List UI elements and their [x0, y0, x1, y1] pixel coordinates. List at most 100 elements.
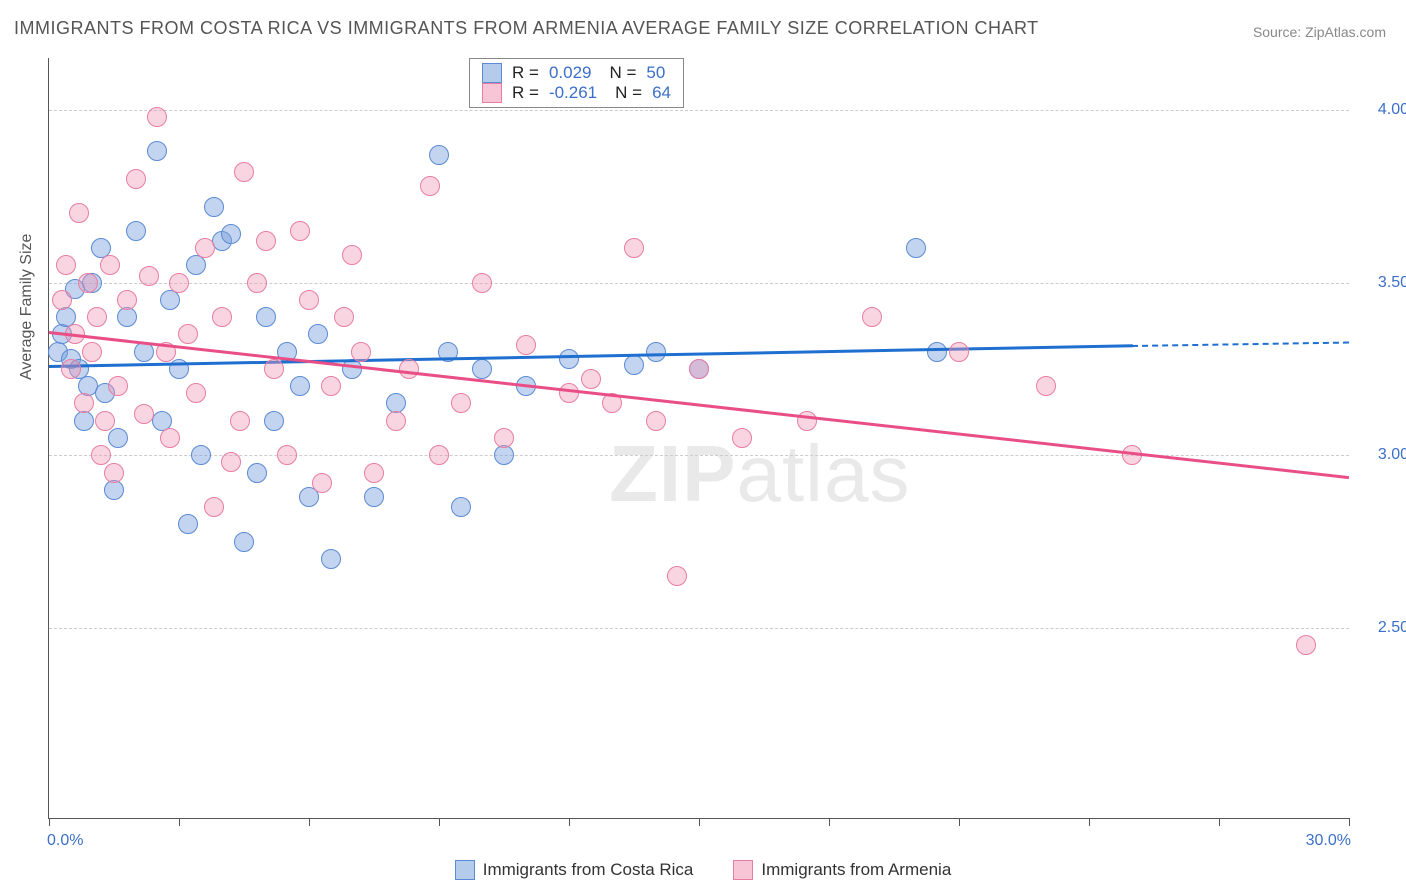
data-point [108, 428, 128, 448]
data-point [351, 342, 371, 362]
x-tick [569, 818, 570, 826]
data-point [104, 463, 124, 483]
stats-row-costa-rica: R = 0.029 N = 50 [482, 63, 671, 83]
data-point [256, 231, 276, 251]
data-point [472, 359, 492, 379]
data-point [906, 238, 926, 258]
bottom-legend: Immigrants from Costa Rica Immigrants fr… [0, 860, 1406, 880]
legend-item-costa-rica: Immigrants from Costa Rica [455, 860, 694, 880]
data-point [559, 349, 579, 369]
square-icon [733, 860, 753, 880]
data-point [472, 273, 492, 293]
data-point [264, 411, 284, 431]
square-icon [455, 860, 475, 880]
data-point [342, 245, 362, 265]
data-point [420, 176, 440, 196]
y-tick-label: 3.00 [1378, 446, 1406, 464]
data-point [299, 290, 319, 310]
y-tick-label: 3.50 [1378, 274, 1406, 292]
data-point [82, 342, 102, 362]
y-tick-label: 4.00 [1378, 101, 1406, 119]
data-point [429, 445, 449, 465]
data-point [256, 307, 276, 327]
trend-line-extrapolated [1132, 341, 1349, 346]
data-point [312, 473, 332, 493]
data-point [862, 307, 882, 327]
legend-label: Immigrants from Armenia [761, 860, 951, 880]
data-point [74, 411, 94, 431]
data-point [117, 290, 137, 310]
data-point [264, 359, 284, 379]
data-point [212, 307, 232, 327]
x-tick [179, 818, 180, 826]
data-point [429, 145, 449, 165]
legend-label: Immigrants from Costa Rica [483, 860, 694, 880]
data-point [87, 307, 107, 327]
data-point [451, 497, 471, 517]
data-point [689, 359, 709, 379]
data-point [56, 255, 76, 275]
x-tick [1219, 818, 1220, 826]
data-point [160, 290, 180, 310]
square-icon [482, 83, 502, 103]
stats-box: R = 0.029 N = 50 R = -0.261 N = 64 [469, 58, 684, 108]
data-point [732, 428, 752, 448]
grid-line [49, 110, 1349, 111]
data-point [195, 238, 215, 258]
data-point [364, 487, 384, 507]
r-value: 0.029 [549, 63, 592, 83]
data-point [204, 197, 224, 217]
data-point [230, 411, 250, 431]
data-point [342, 359, 362, 379]
r-label: R = [512, 63, 539, 83]
data-point [108, 376, 128, 396]
data-point [178, 324, 198, 344]
data-point [78, 273, 98, 293]
x-tick [1089, 818, 1090, 826]
grid-line [49, 628, 1349, 629]
data-point [399, 359, 419, 379]
data-point [1296, 635, 1316, 655]
data-point [147, 107, 167, 127]
x-tick [829, 818, 830, 826]
data-point [95, 411, 115, 431]
n-label: N = [615, 83, 642, 103]
data-point [126, 169, 146, 189]
x-tick [959, 818, 960, 826]
y-tick-label: 2.50 [1378, 619, 1406, 637]
x-tick [439, 818, 440, 826]
data-point [234, 532, 254, 552]
x-tick [309, 818, 310, 826]
source-label: Source: ZipAtlas.com [1253, 24, 1386, 40]
data-point [247, 273, 267, 293]
data-point [169, 273, 189, 293]
data-point [334, 307, 354, 327]
stats-row-armenia: R = -0.261 N = 64 [482, 83, 671, 103]
data-point [191, 445, 211, 465]
data-point [186, 383, 206, 403]
data-point [1036, 376, 1056, 396]
data-point [134, 404, 154, 424]
data-point [178, 514, 198, 534]
data-point [234, 162, 254, 182]
data-point [61, 359, 81, 379]
data-point [221, 452, 241, 472]
data-point [204, 497, 224, 517]
data-point [646, 411, 666, 431]
data-point [494, 428, 514, 448]
r-value: -0.261 [549, 83, 597, 103]
x-min-label: 0.0% [47, 832, 83, 850]
data-point [160, 428, 180, 448]
r-label: R = [512, 83, 539, 103]
data-point [364, 463, 384, 483]
data-point [290, 376, 310, 396]
data-point [667, 566, 687, 586]
square-icon [482, 63, 502, 83]
data-point [308, 324, 328, 344]
data-point [221, 224, 241, 244]
data-point [186, 255, 206, 275]
x-tick [1349, 818, 1350, 826]
data-point [100, 255, 120, 275]
n-label: N = [609, 63, 636, 83]
data-point [386, 411, 406, 431]
